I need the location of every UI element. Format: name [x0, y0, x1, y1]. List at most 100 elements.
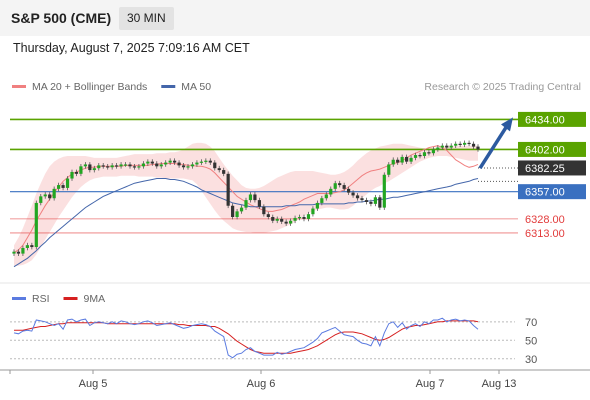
- candle-body-77: [355, 195, 360, 199]
- candle-body-68: [315, 202, 319, 209]
- time-label-3: Aug 13: [482, 378, 517, 390]
- candle-body-55: [257, 200, 261, 207]
- candle-body-95: [436, 147, 440, 150]
- rsi-tick-1: 50: [525, 335, 537, 347]
- candle-body-79: [364, 200, 369, 202]
- candle-body-37: [177, 162, 181, 166]
- candle-body-34: [164, 162, 168, 165]
- level-label-0: 6434.00: [525, 114, 565, 126]
- candle-body-80: [369, 201, 373, 204]
- candle-body-50: [235, 211, 239, 217]
- candle-body-5: [34, 202, 38, 248]
- candle-body-39: [186, 166, 190, 168]
- candle-body-32: [155, 163, 159, 167]
- candle-body-103: [471, 143, 476, 147]
- candle-body-53: [248, 194, 253, 201]
- candle-body-10: [57, 185, 61, 189]
- candle-body-27: [132, 166, 137, 168]
- projection-arrow-head: [501, 117, 513, 132]
- candle-body-22: [110, 165, 114, 168]
- time-label-1: Aug 6: [247, 378, 276, 390]
- candle-body-90: [413, 155, 418, 158]
- rsi-legend-label-0: RSI: [32, 293, 50, 305]
- candle-body-52: [244, 200, 248, 208]
- candle-body-88: [405, 156, 409, 162]
- price-legend-label-1: MA 50: [181, 81, 211, 93]
- candle-body-69: [320, 198, 324, 203]
- candle-body-28: [137, 166, 141, 168]
- candle-body-66: [306, 214, 311, 219]
- credit-text: Research © 2025 Trading Central: [424, 81, 581, 93]
- rsi-tick-2: 30: [525, 354, 537, 366]
- candle-body-93: [427, 152, 431, 154]
- candle-body-82: [378, 197, 382, 208]
- candle-body-7: [43, 194, 47, 197]
- candle-body-71: [329, 188, 333, 195]
- candle-body-4: [30, 245, 34, 248]
- timeframe-button[interactable]: 30 MIN: [119, 7, 174, 30]
- time-label-2: Aug 7: [416, 378, 445, 390]
- candle-body-63: [293, 217, 297, 221]
- candle-body-29: [141, 163, 145, 167]
- rsi-legend-swatch-0: [12, 297, 26, 300]
- candle-body-49: [231, 205, 235, 217]
- candle-body-102: [467, 142, 471, 145]
- candle-body-87: [400, 156, 404, 163]
- candle-body-58: [271, 217, 275, 221]
- price-legend-label-0: MA 20 + Bollinger Bands: [32, 81, 147, 93]
- candle-body-48: [226, 173, 230, 206]
- rsi-ma-line: [14, 320, 479, 354]
- candle-body-104: [476, 146, 480, 150]
- candle-body-13: [70, 171, 74, 179]
- candle-body-21: [106, 166, 110, 168]
- candle-body-72: [333, 183, 337, 189]
- candle-body-12: [65, 178, 70, 188]
- candle-body-24: [119, 164, 123, 167]
- candle-body-14: [74, 171, 79, 174]
- rsi-legend-swatch-1: [63, 297, 78, 300]
- candle-body-47: [222, 170, 226, 174]
- candle-body-86: [396, 159, 400, 163]
- candle-body-23: [115, 165, 119, 167]
- candle-body-20: [101, 165, 105, 167]
- candle-body-18: [92, 168, 96, 171]
- price-legend-swatch-1: [161, 85, 176, 88]
- candle-body-54: [253, 194, 257, 201]
- candle-body-8: [48, 194, 52, 199]
- level-label-2: 6382.25: [525, 163, 565, 175]
- candle-body-89: [409, 157, 413, 162]
- level-tag-1: [518, 141, 586, 157]
- candle-body-1: [16, 251, 21, 254]
- candle-body-92: [422, 152, 427, 156]
- time-label-0: Aug 5: [79, 378, 108, 390]
- candle-body-9: [52, 188, 56, 199]
- candle-body-57: [266, 214, 270, 217]
- candle-body-64: [297, 217, 302, 219]
- candle-body-44: [208, 160, 212, 163]
- candle-body-65: [302, 217, 306, 219]
- level-label-3: 6357.00: [525, 187, 565, 199]
- candle-body-19: [97, 165, 101, 169]
- candle-body-84: [387, 164, 391, 175]
- candle-body-81: [373, 197, 377, 204]
- candle-body-40: [190, 164, 195, 167]
- candle-body-51: [239, 207, 244, 212]
- candle-body-26: [128, 164, 132, 167]
- candle-body-74: [342, 185, 346, 189]
- candle-body-83: [382, 174, 386, 208]
- candle-body-38: [181, 165, 186, 168]
- candle-body-11: [61, 185, 65, 188]
- candle-body-59: [275, 218, 279, 221]
- candle-body-76: [351, 192, 355, 196]
- chart-header: S&P 500 (CME) 30 MIN: [0, 0, 590, 36]
- candle-body-6: [39, 196, 43, 203]
- candle-body-31: [150, 161, 154, 164]
- timestamp: Thursday, August 7, 2025 7:09:16 AM CET: [13, 41, 250, 55]
- rsi-tick-0: 70: [525, 317, 537, 329]
- level-tag-0: [518, 111, 586, 127]
- candle-body-99: [454, 143, 458, 146]
- candle-body-15: [79, 166, 83, 174]
- candle-body-41: [195, 162, 199, 165]
- candle-body-46: [217, 168, 221, 171]
